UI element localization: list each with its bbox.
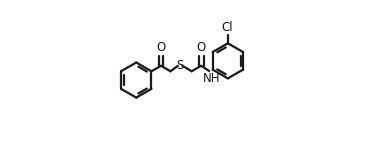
Text: NH: NH (202, 73, 220, 85)
Text: O: O (197, 41, 206, 55)
Text: Cl: Cl (221, 21, 233, 34)
Text: O: O (156, 41, 166, 55)
Text: S: S (176, 59, 184, 72)
